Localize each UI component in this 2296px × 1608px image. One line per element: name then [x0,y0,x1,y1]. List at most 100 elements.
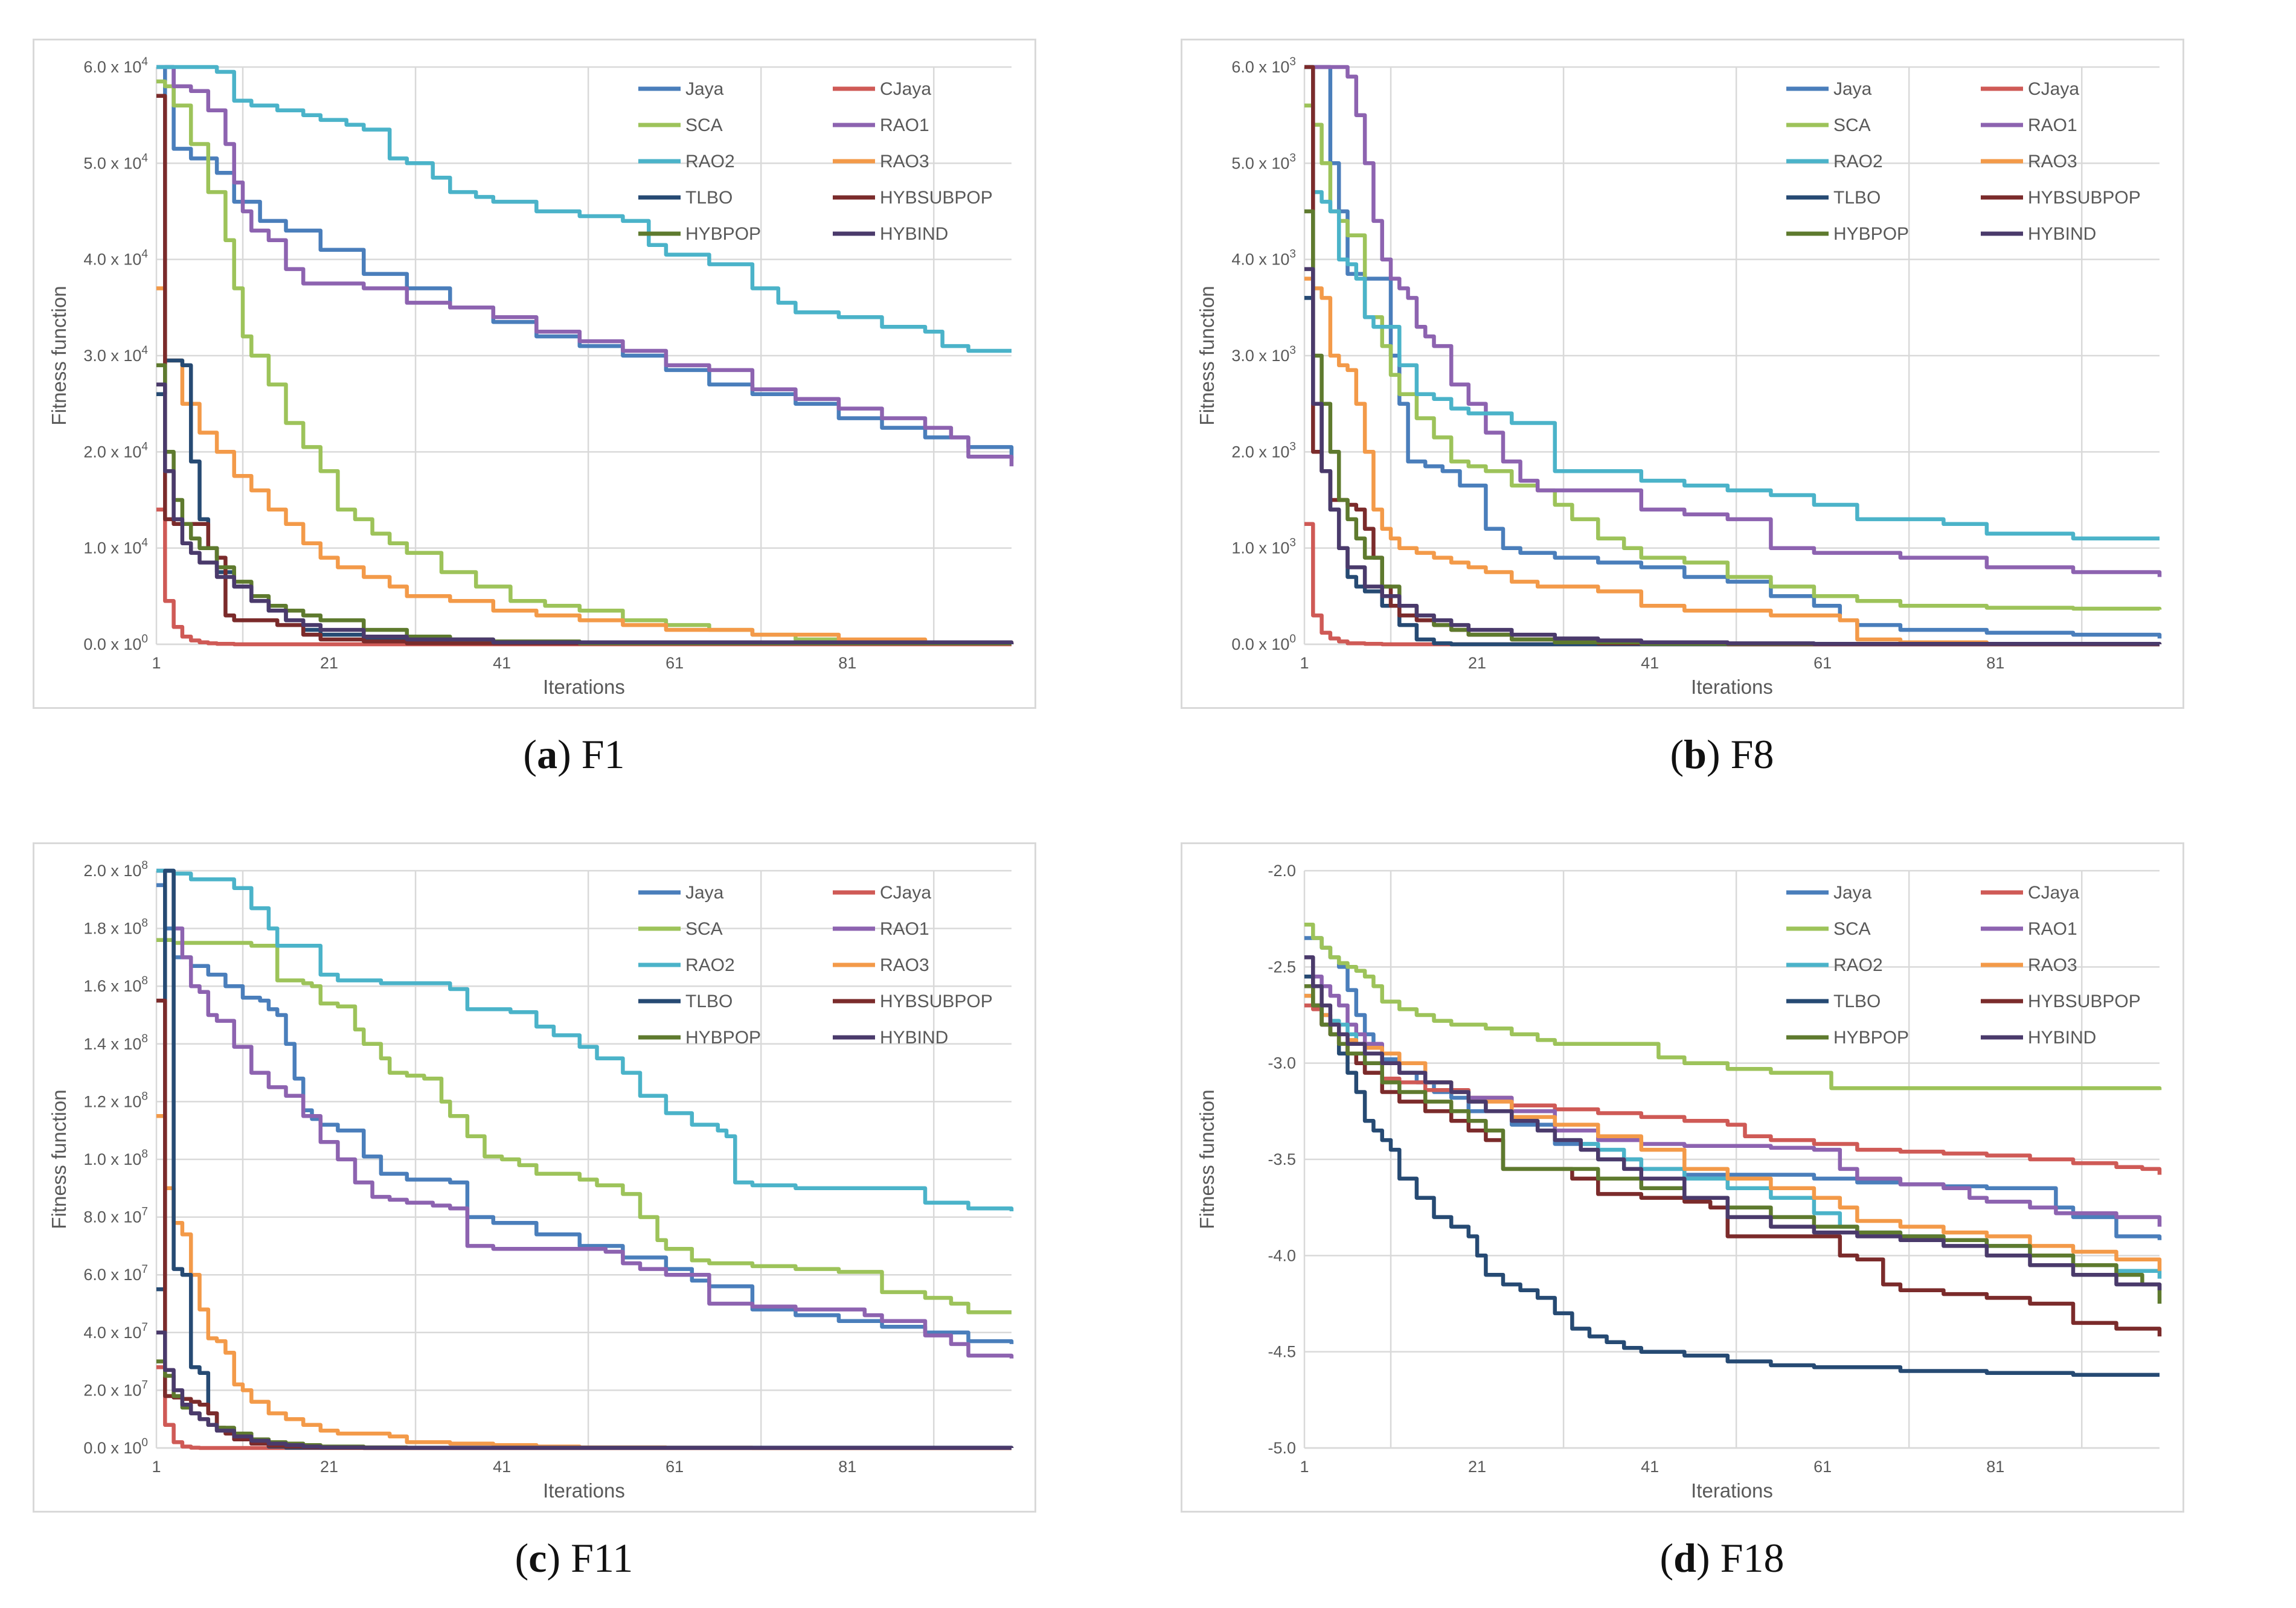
x-axis-title: Iterations [1691,676,1773,698]
legend-label: RAO1 [880,115,929,135]
y-tick-label: 4.0 x 103 [1231,248,1296,269]
x-tick-label: 41 [1641,1458,1659,1476]
y-tick-label: 5.0 x 103 [1231,152,1296,172]
y-tick-label: 1.6 x 108 [83,975,148,995]
chart-panel-c: 0.0 x 100 2.0 x 107 4.0 x 107 6.0 x 107 8.0 … [0,804,1148,1607]
series-line-sca [156,938,1012,1315]
series-line-jaya [156,65,1014,459]
series-line-jaya [156,883,1014,1344]
y-tick-label: -3.5 [1268,1150,1296,1168]
legend-label: HYBSUBPOP [880,188,993,208]
series-line-rao1 [1304,65,2162,577]
figure-caption: (d) F18 [1659,1535,1785,1581]
y-tick-label: 8.0 x 107 [83,1206,148,1226]
legend-label: RAO3 [880,152,929,171]
y-tick-label: 6.0 x 107 [83,1263,148,1284]
x-axis-title: Iterations [543,1479,625,1502]
series-group [1304,922,2162,1377]
x-tick-label: 1 [152,654,161,672]
figure-caption: (a) F1 [523,731,625,777]
y-axis-title: Fitness function [48,286,70,425]
legend-label: RAO1 [880,919,929,939]
y-tick-label: 3.0 x 104 [83,344,148,365]
legend-label: HYBPOP [685,224,761,244]
legend-label: CJaya [880,79,931,99]
legend-label: TLBO [685,188,733,208]
x-axis-title: Iterations [1691,1479,1773,1502]
legend-label: HYBIND [880,1028,948,1048]
legend-label: RAO2 [1833,152,1883,171]
y-tick-label: 3.0 x 103 [1231,344,1296,365]
series-line-jaya [1304,936,2162,1240]
line-chart: 0.0 x 100 2.0 x 107 4.0 x 107 6.0 x 107 8.0 … [48,859,1014,1502]
y-tick-label: 4.0 x 104 [83,248,148,269]
series-group [156,65,1014,647]
legend-label: RAO3 [2028,955,2077,975]
y-tick-label: -2.0 [1268,862,1296,880]
y-tick-label: 6.0 x 103 [1231,56,1296,76]
series-line-rao2 [1304,65,2160,540]
x-tick-label: 81 [1986,654,2004,672]
x-tick-label: 81 [838,1458,856,1476]
y-tick-label: 0.0 x 100 [83,633,148,653]
x-tick-label: 21 [320,1458,338,1476]
x-tick-label: 61 [1813,654,1832,672]
y-tick-label: 2.0 x 108 [83,859,148,880]
legend-label: HYBSUBPOP [2028,991,2141,1011]
series-line-cjaya [156,507,1012,647]
legend-label: SCA [685,919,723,939]
x-tick-label: 21 [320,654,338,672]
legend-label: HYBPOP [685,1028,761,1048]
legend-label: RAO2 [1833,955,1883,975]
x-tick-label: 1 [152,1458,161,1476]
x-tick-label: 61 [665,1458,684,1476]
series-line-hybsubpop [156,94,1014,645]
y-tick-label: 5.0 x 104 [83,152,148,172]
y-tick-label: 4.0 x 107 [83,1321,148,1342]
x-tick-label: 41 [493,1458,511,1476]
x-axis-title: Iterations [543,676,625,698]
series-line-hybpop [1304,984,2162,1304]
legend-label: SCA [1833,115,1871,135]
legend-label: Jaya [1833,883,1872,903]
series-line-hybsubpop [156,998,1012,1450]
series-line-tlbo [1304,296,2160,647]
series-line-sca [1304,922,2162,1091]
y-axis-title: Fitness function [1196,1089,1218,1229]
y-tick-label: 1.2 x 108 [83,1090,148,1110]
line-chart: 0.0 x 100 1.0 x 103 2.0 x 103 3.0 x 103 4.0 … [1196,56,2162,698]
legend-label: CJaya [880,883,931,903]
series-line-hybpop [1304,209,2162,646]
x-tick-label: 41 [1641,654,1659,672]
legend-label: HYBIND [2028,1028,2096,1048]
legend: Jaya CJaya SCA RAO1 RAO2 RAO3 TLBO HYBSUBPOP HYB… [1786,883,2141,1048]
legend-label: RAO1 [2028,115,2077,135]
y-tick-label: 0.0 x 100 [1231,633,1296,653]
y-axis-title: Fitness function [48,1089,70,1229]
legend-label: CJaya [2028,79,2079,99]
legend-label: TLBO [685,991,733,1011]
y-tick-label: 2.0 x 104 [83,440,148,461]
y-tick-label: -4.0 [1268,1246,1296,1264]
legend-label: SCA [1833,919,1871,939]
line-chart: 0.0 x 100 1.0 x 104 2.0 x 104 3.0 x 104 4.0 … [48,56,1014,698]
legend-label: RAO3 [880,955,929,975]
x-tick-label: 41 [493,654,511,672]
series-line-rao2 [156,65,1012,353]
chart-frame: 0.0 x 100 2.0 x 107 4.0 x 107 6.0 x 107 8.0 … [33,842,1036,1513]
legend-label: RAO1 [2028,919,2077,939]
series-line-tlbo [1304,975,2160,1377]
legend-label: Jaya [685,883,724,903]
series-line-rao3 [156,286,1014,645]
series-line-hybind [156,382,1014,645]
series-line-rao1 [156,65,1014,467]
y-tick-label: 1.8 x 108 [83,917,148,938]
series-line-cjaya [1304,522,2160,647]
figure-caption: (c) F11 [515,1535,633,1581]
y-tick-label: -5.0 [1268,1439,1296,1457]
x-tick-label: 21 [1468,1458,1486,1476]
legend-label: HYBSUBPOP [2028,188,2141,208]
legend-label: SCA [685,115,723,135]
y-tick-label: 0.0 x 100 [83,1437,148,1457]
figure-caption: (b) F8 [1670,731,1774,777]
